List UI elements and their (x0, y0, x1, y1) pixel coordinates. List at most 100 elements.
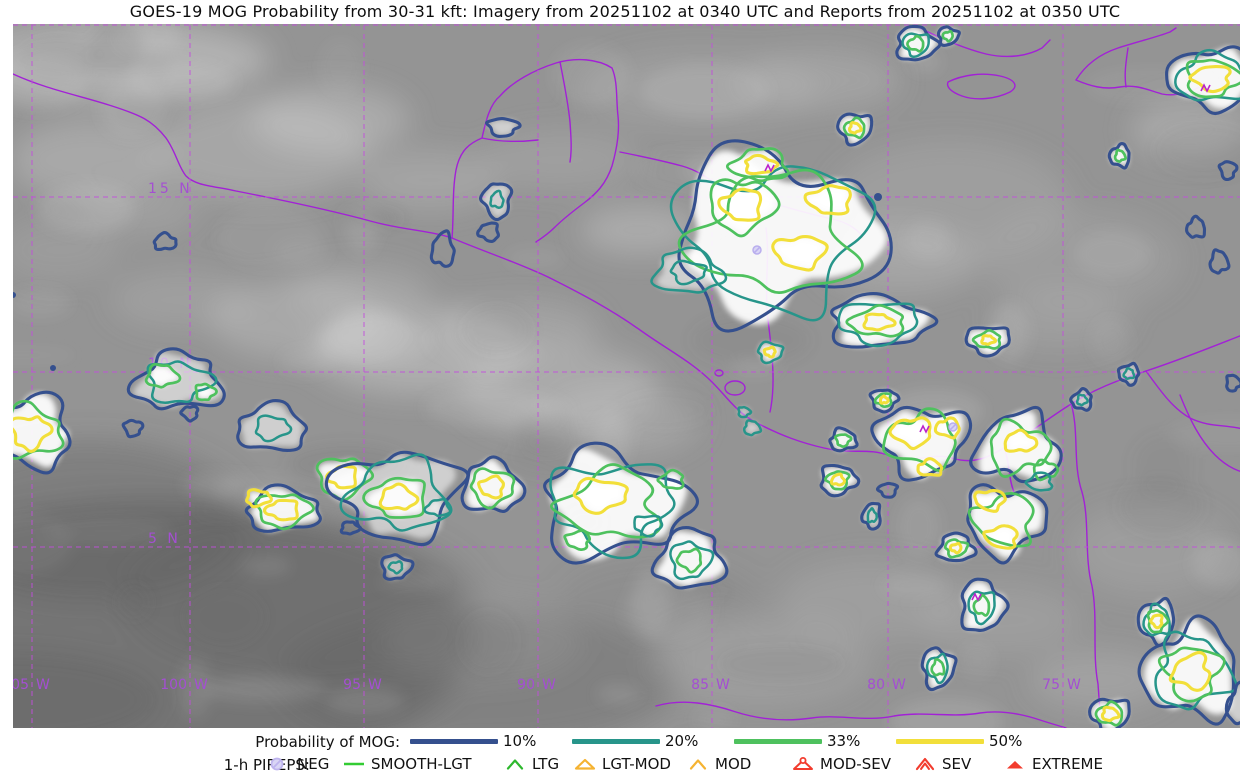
contour-ring-50% (933, 416, 961, 440)
satellite-map: 15 N10 N5 N105W100W95W90W85W80W75W (13, 24, 1240, 728)
lake-nicaragua (724, 380, 746, 396)
contour-ring-10% (121, 418, 145, 439)
lon-label-unit: W (542, 677, 556, 693)
cloud-mass (984, 526, 1016, 547)
legend-pirep-item: EXTREME (1003, 755, 1103, 773)
contour-ring-10% (969, 405, 1063, 484)
pirep-report-symbol (764, 163, 775, 173)
contour-ring-33% (989, 417, 1053, 478)
cloud-speck (1073, 231, 1151, 277)
contour-ring-10% (339, 520, 363, 536)
contour-ring-20% (339, 453, 453, 532)
cloud-speck (462, 305, 532, 355)
contour-ring-20% (650, 246, 728, 294)
contour-ring-33% (362, 476, 426, 519)
contour-ring-20% (737, 405, 753, 419)
contour-ring-50% (245, 488, 273, 509)
cloud-speck (459, 611, 517, 673)
cloud-speck (319, 39, 363, 95)
contour-dot (13, 292, 16, 298)
contour-ring-20% (254, 414, 293, 443)
prob-item-label: 10% (503, 732, 537, 750)
contour-ring-20% (423, 498, 452, 518)
cloud-speck (200, 676, 328, 702)
pirep-item-label: SEV (942, 755, 972, 773)
cloud-speck (274, 238, 330, 268)
cloud-speck (897, 497, 941, 557)
lon-label-unit: W (892, 677, 906, 693)
cloud-patch (580, 205, 700, 255)
pirep-dash-icon (344, 762, 364, 766)
pirep-item-label: EXTREME (1032, 755, 1103, 773)
contour-ring-10% (236, 399, 309, 453)
contour-ring-20% (925, 652, 949, 685)
cloud-speck (13, 348, 76, 362)
contour-ring-10% (1224, 680, 1240, 726)
contour-ring-10% (960, 577, 1010, 632)
cloud-mass (974, 490, 1004, 511)
cloud-speck (616, 392, 712, 428)
cloud-mass (576, 481, 624, 513)
legend-pirep-item: MOD (686, 755, 751, 773)
cloud-mass (1006, 431, 1036, 452)
contour-ring-20% (549, 463, 676, 560)
legend-pirep-item: MOD-SEV (791, 755, 891, 773)
cloud-speck (905, 220, 951, 260)
contour-ring-50% (1149, 613, 1164, 630)
lon-label-number: 100 (160, 677, 187, 693)
cloud-speck (340, 211, 402, 225)
cloud-speck (13, 512, 72, 574)
prob-line-swatch (734, 738, 822, 744)
lake-managua (714, 369, 724, 377)
legend-prob-item: 10% (410, 732, 536, 750)
prob-item-label: 33% (827, 732, 861, 750)
contour-ring-10% (1185, 214, 1207, 239)
contour-ring-33% (833, 433, 853, 448)
contour-ring-50% (948, 541, 963, 555)
cloud-mass (148, 366, 179, 387)
legend-pirep-item: LGT-MOD (573, 755, 671, 773)
lon-label-unit: W (368, 677, 382, 693)
contour-ring-50% (1003, 428, 1039, 453)
contour-ring-10% (934, 531, 978, 563)
pirep-neg-symbol (948, 422, 958, 432)
lon-label-number: 80 (867, 677, 885, 693)
border-colombia-venezuela (1069, 399, 1101, 713)
prob-line-swatch (572, 738, 660, 744)
cloud-patch (13, 650, 163, 728)
contour-ring-10% (476, 221, 500, 243)
contour-ring-10% (1088, 697, 1131, 728)
cloud-mass (487, 119, 519, 136)
contour-ring-50% (572, 476, 629, 515)
cloud-speck (1156, 124, 1240, 176)
cloud-speck (128, 64, 236, 100)
contour-ring-33% (842, 116, 866, 140)
cloud-speck (13, 289, 71, 317)
contour-rings (13, 24, 1240, 728)
cloud-speck (119, 586, 149, 618)
contour-ring-10% (1107, 142, 1131, 170)
lon-label-number: 85 (691, 677, 709, 693)
cloud-patch (13, 120, 170, 200)
contour-ring-20% (967, 590, 996, 626)
contour-ring-50% (878, 394, 890, 405)
contour-ring-50% (771, 235, 829, 272)
cloud-speck (720, 648, 842, 680)
contour-ring-33% (972, 593, 991, 617)
contour-ring-10% (429, 229, 456, 268)
contour-ring-33% (882, 407, 957, 472)
contour-ring-20% (901, 32, 930, 59)
pirep-neg-symbol (752, 245, 762, 255)
contour-ring-33% (906, 34, 925, 53)
contour-ring-33% (943, 538, 970, 559)
legend-pirep-item: LTG (503, 755, 559, 773)
contour-ring-50% (13, 415, 54, 453)
cloud-patch (1070, 505, 1230, 595)
contour-ring-10% (380, 553, 415, 581)
contour-ring-10% (828, 426, 859, 453)
contour-ring-50% (1100, 705, 1121, 723)
legend-prob-item: 33% (734, 732, 860, 750)
lon-label-unit: W (36, 677, 50, 693)
contour-ring-33% (1113, 148, 1127, 163)
cloud-speck (186, 588, 264, 646)
